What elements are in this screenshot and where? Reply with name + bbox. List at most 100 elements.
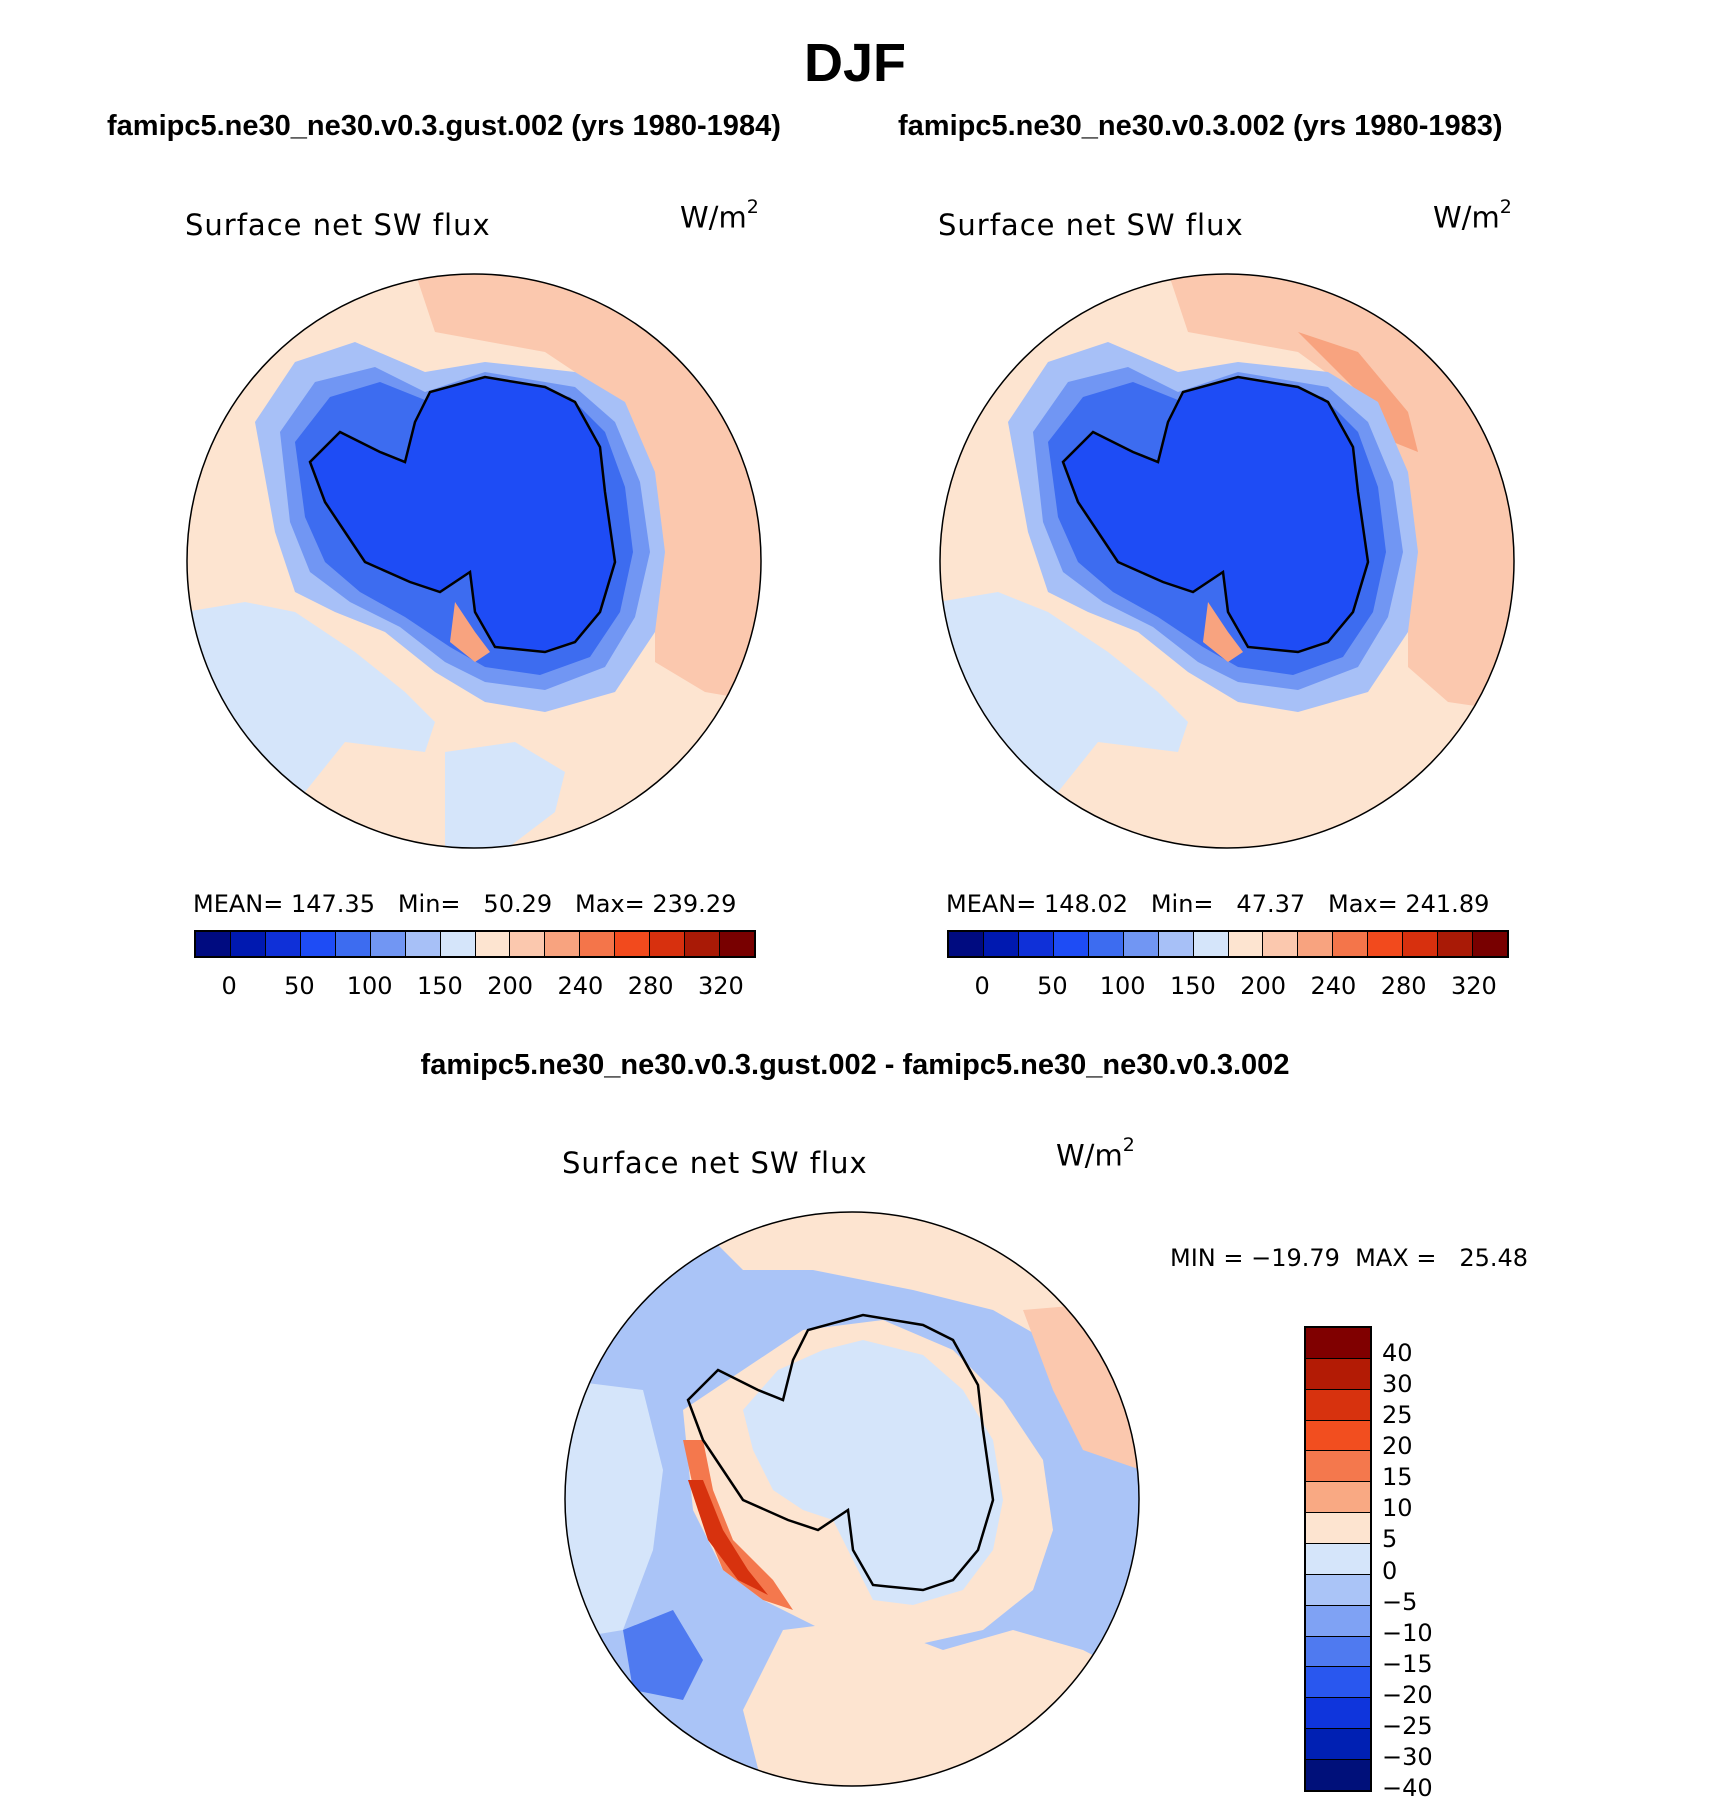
colorbar-tick-label: 200 [1240,972,1287,1000]
left-map-border [186,273,762,849]
right-field-label: Surface net SW flux [938,208,1244,242]
colorbar-box [300,932,336,956]
left-light-blue-south [445,742,565,848]
colorbar-tick-label: −10 [1382,1618,1433,1647]
colorbar-tick-label: 280 [1380,972,1427,1000]
diff-coastal-peak [688,1480,768,1595]
colorbar-tick-label: 320 [697,972,744,1000]
colorbar-tick-label: 30 [1382,1370,1413,1399]
diff-colorbar [1304,1326,1372,1792]
colorbar-box [1306,1729,1370,1761]
colorbar-tick-label: −15 [1382,1649,1433,1678]
colorbar-tick-label: 20 [1382,1432,1413,1461]
colorbar-tick-label: 0 [221,972,237,1000]
colorbar-box [1368,932,1404,956]
colorbar-box [1306,1636,1370,1668]
colorbar-box [1306,1698,1370,1730]
diff-coastal-positive [683,1440,793,1610]
left-colorbar [194,930,756,958]
colorbar-box [1306,1605,1370,1637]
colorbar-tick-label: 50 [1037,972,1068,1000]
colorbar-box [335,932,371,956]
colorbar-tick-label: 100 [1099,972,1146,1000]
left-warm-sector [415,274,761,702]
right-units: W/m2 [1433,196,1512,235]
diff-west-light [565,1380,663,1640]
colorbar-tick-label: 40 [1382,1339,1413,1368]
colorbar-box [1053,932,1089,956]
colorbar-box [1306,1667,1370,1699]
colorbar-box [1306,1513,1370,1545]
colorbar-box [1123,932,1159,956]
colorbar-tick-label: −30 [1382,1742,1433,1771]
left-ross-sea-patch [450,602,490,662]
colorbar-box [370,932,406,956]
colorbar-box [545,932,581,956]
right-stats: MEAN= 148.02 Min= 47.37 Max= 241.89 [946,890,1490,918]
colorbar-tick-label: −5 [1382,1587,1418,1616]
right-ross-sea-patch [1203,602,1243,662]
diff-negative-patch [623,1610,703,1700]
colorbar-tick-label: 25 [1382,1401,1413,1430]
colorbar-box [1158,932,1194,956]
colorbar-box [650,932,686,956]
colorbar-box [615,932,651,956]
diff-map-border [564,1211,1140,1787]
colorbar-box [580,932,616,956]
colorbar-box [1306,1482,1370,1514]
left-coastline [308,375,617,654]
colorbar-box [720,932,754,956]
colorbar-tick-label: 10 [1382,1494,1413,1523]
colorbar-box [685,932,721,956]
colorbar-box [983,932,1019,956]
colorbar-box [405,932,441,956]
right-warm-sector [1168,274,1514,712]
colorbar-box [1306,1574,1370,1606]
colorbar-tick-label: 150 [1169,972,1216,1000]
colorbar-tick-label: 0 [1382,1556,1398,1585]
colorbar-box [1228,932,1264,956]
colorbar-tick-label: 15 [1382,1463,1413,1492]
colorbar-box [265,932,301,956]
diff-field-label: Surface net SW flux [562,1146,868,1180]
right-map [939,273,1515,849]
colorbar-tick-label: 280 [627,972,674,1000]
colorbar-tick-label: 200 [487,972,534,1000]
colorbar-tick-label: 240 [1310,972,1357,1000]
right-map-border [939,273,1515,849]
colorbar-box [475,932,511,956]
left-antarctic-interior [310,377,615,652]
colorbar-box [1438,932,1474,956]
colorbar-box [1306,1389,1370,1421]
colorbar-box [1298,932,1334,956]
colorbar-box [1473,932,1507,956]
left-stats: MEAN= 147.35 Min= 50.29 Max= 239.29 [193,890,737,918]
colorbar-tick-label: 50 [284,972,315,1000]
colorbar-box [1018,932,1054,956]
left-units: W/m2 [680,196,759,235]
colorbar-tick-label: 5 [1382,1525,1398,1554]
right-colorbar [947,930,1509,958]
colorbar-box [1263,932,1299,956]
colorbar-tick-label: −20 [1382,1680,1433,1709]
left-field-label: Surface net SW flux [185,208,491,242]
season-title: DJF [803,33,906,93]
diff-stats: MIN = −19.79 MAX = 25.48 [1170,1244,1529,1272]
diff-case-title: famipc5.ne30_ne30.v0.3.gust.002 - famipc… [420,1049,1290,1081]
colorbar-box [1306,1328,1370,1359]
colorbar-box [1403,932,1439,956]
colorbar-tick-label: 0 [974,972,990,1000]
colorbar-box [1306,1451,1370,1483]
colorbar-box [1333,932,1369,956]
colorbar-tick-label: 320 [1450,972,1497,1000]
colorbar-box [1306,1420,1370,1452]
colorbar-box [510,932,546,956]
diff-map [564,1211,1140,1787]
colorbar-box [949,932,984,956]
colorbar-box [1193,932,1229,956]
colorbar-box [1088,932,1124,956]
colorbar-box [1306,1760,1370,1790]
colorbar-tick-label: 240 [557,972,604,1000]
diff-coastline [686,1313,995,1592]
right-case-title: famipc5.ne30_ne30.v0.3.002 (yrs 1980-198… [898,110,1503,142]
